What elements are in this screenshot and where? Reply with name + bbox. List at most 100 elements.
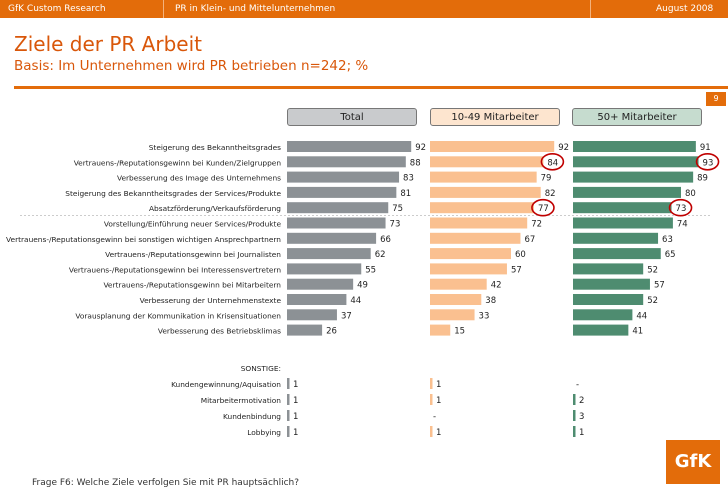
- bar-0: [287, 278, 354, 290]
- bar-2: [573, 294, 644, 305]
- header-separator: [590, 0, 591, 18]
- other-bar-1: [430, 394, 433, 405]
- page-subtitle: Basis: Im Unternehmen wird PR betrieben …: [14, 58, 369, 74]
- other-data-label: 1: [293, 396, 298, 406]
- other-bar-0: [287, 378, 290, 389]
- data-label: 15: [454, 327, 465, 337]
- data-label: 38: [485, 296, 496, 306]
- other-section-label: SONSTIGE:: [241, 364, 281, 373]
- bar-0: [287, 186, 397, 198]
- data-label: 63: [662, 235, 673, 245]
- other-data-label: -: [576, 380, 579, 390]
- data-label: 79: [541, 174, 552, 184]
- data-label: 65: [665, 250, 676, 260]
- data-label: 72: [531, 220, 542, 230]
- category-label: Verbesserung des Betriebsklimas: [158, 327, 281, 336]
- data-label: 44: [350, 296, 361, 306]
- data-label: 60: [515, 250, 526, 260]
- bar-0: [287, 217, 386, 229]
- bar-2: [573, 156, 699, 168]
- page-title: Ziele der PR Arbeit: [14, 32, 202, 56]
- category-label: Steigerung des Bekanntheitsgrades: [149, 143, 281, 152]
- data-label: 92: [415, 143, 426, 153]
- other-bar-2: [573, 426, 576, 437]
- data-label: 84: [547, 158, 558, 168]
- bar-1: [430, 171, 537, 183]
- bar-0: [287, 248, 371, 260]
- bar-2: [573, 232, 659, 244]
- other-data-label: 1: [293, 412, 298, 422]
- other-bar-2: [573, 394, 576, 405]
- bar-1: [430, 232, 521, 244]
- bar-2: [573, 263, 644, 275]
- bar-1: [430, 278, 487, 290]
- column-header-small: 10-49 Mitarbeiter: [430, 108, 560, 126]
- other-category-label: Mitarbeitermotivation: [201, 396, 282, 405]
- data-label: 88: [410, 158, 421, 168]
- bar-0: [287, 141, 412, 152]
- bar-2: [573, 248, 661, 260]
- bar-2: [573, 309, 633, 321]
- bar-0: [287, 309, 337, 321]
- bar-0: [287, 171, 400, 183]
- data-label: 77: [538, 204, 549, 214]
- category-label: Vertrauens-/Reputationsgewinn bei Kunden…: [74, 158, 282, 167]
- bar-1: [430, 202, 534, 214]
- data-label: 49: [357, 281, 368, 291]
- data-label: 83: [403, 174, 414, 184]
- header-source: GfK Custom Research: [8, 4, 106, 14]
- data-label: 37: [341, 311, 352, 321]
- bar-2: [573, 324, 629, 336]
- other-bar-1: [430, 378, 433, 389]
- other-data-label: -: [433, 412, 436, 422]
- other-category-label: Kundenbindung: [223, 412, 281, 421]
- bar-2: [573, 171, 694, 183]
- category-label: Vorausplanung der Kommunikation in Krise…: [75, 311, 281, 320]
- column-header-total: Total: [287, 108, 417, 126]
- data-label: 74: [677, 220, 688, 230]
- data-label: 52: [647, 296, 658, 306]
- category-label: Vertrauens-/Reputationsgewinn bei Mitarb…: [103, 281, 281, 290]
- bar-1: [430, 186, 541, 198]
- data-label: 44: [636, 311, 647, 321]
- bar-0: [287, 324, 323, 336]
- bar-1: [430, 156, 544, 168]
- bar-2: [573, 141, 696, 152]
- data-label: 57: [654, 281, 665, 291]
- bar-2: [573, 202, 672, 214]
- category-label: Vertrauens-/Reputationsgewinn bei Journa…: [105, 250, 281, 259]
- data-label: 55: [365, 265, 376, 275]
- other-category-label: Lobbying: [247, 428, 281, 437]
- column-header-large: 50+ Mitarbeiter: [572, 108, 702, 126]
- data-label: 91: [700, 143, 711, 153]
- highlight-circle: [695, 153, 720, 171]
- bar-0: [287, 156, 406, 168]
- data-label: 26: [326, 327, 337, 337]
- other-bar-0: [287, 410, 290, 421]
- data-label: 33: [479, 311, 490, 321]
- data-label: 89: [697, 174, 708, 184]
- header-separator: [163, 0, 164, 18]
- category-label: Absatzförderung/Verkaufsförderung: [149, 204, 281, 213]
- category-label: Vertrauens-/Reputationsgewinn bei Intere…: [69, 265, 281, 274]
- data-label: 93: [703, 158, 714, 168]
- other-data-label: 1: [579, 428, 584, 438]
- other-bar-0: [287, 394, 290, 405]
- page-number: 9: [706, 92, 726, 106]
- highlight-circle: [540, 153, 565, 171]
- data-label: 73: [676, 204, 687, 214]
- bar-0: [287, 232, 377, 244]
- bar-1: [430, 217, 528, 229]
- bar-0: [287, 294, 347, 305]
- category-label: Steigerung des Bekanntheitsgrades der Se…: [65, 189, 281, 198]
- data-label: 57: [511, 265, 522, 275]
- question-footnote: Frage F6: Welche Ziele verfolgen Sie mit…: [32, 478, 300, 488]
- highlight-circle: [531, 198, 555, 217]
- category-label: Vertrauens-/Reputationsgewinn bei sonsti…: [6, 235, 281, 244]
- data-label: 82: [545, 189, 556, 199]
- category-label: Vorstellung/Einführung neuer Services/Pr…: [104, 220, 282, 229]
- header-date: August 2008: [656, 4, 714, 14]
- bar-0: [287, 202, 389, 214]
- other-category-label: Kundengewinnung/Aquisation: [171, 380, 281, 389]
- bar-2: [573, 217, 673, 229]
